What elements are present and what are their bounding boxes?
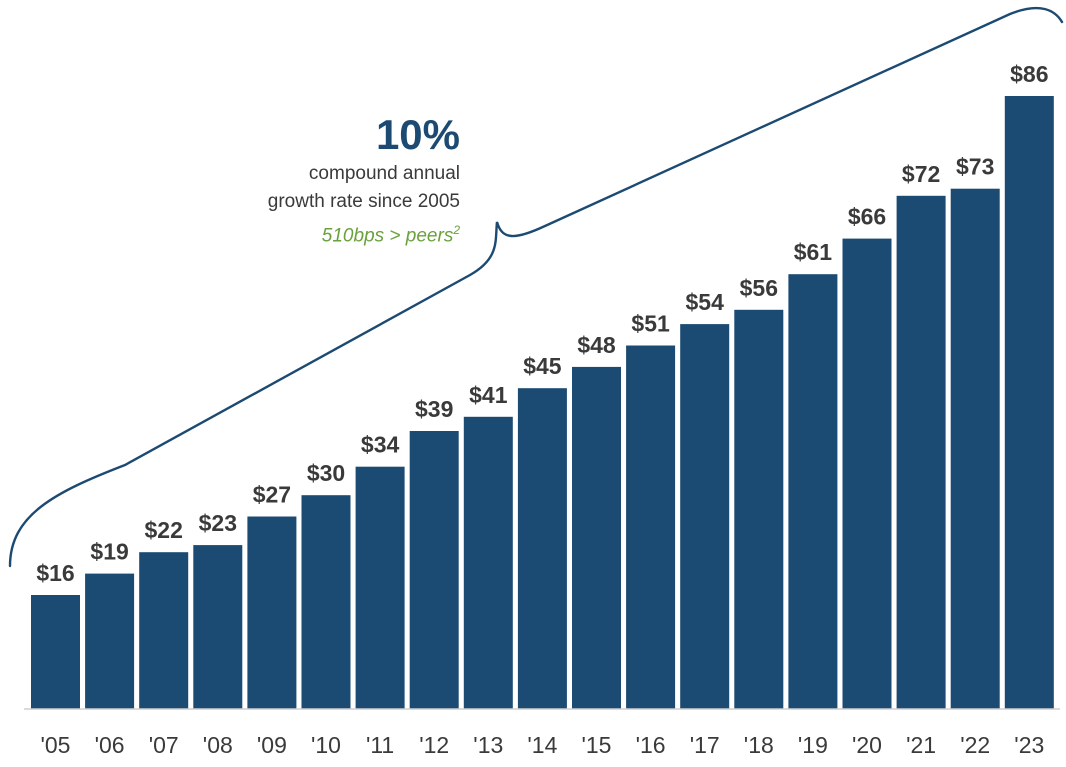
- bar-value-label: $30: [307, 460, 345, 486]
- bar-21: [896, 195, 946, 710]
- x-tick-label: '23: [1014, 732, 1044, 758]
- bar-value-label: $56: [740, 275, 778, 301]
- bar-value-label: $39: [415, 396, 453, 422]
- bar-13: [463, 416, 513, 709]
- bar-16: [626, 345, 676, 709]
- bar-value-label: $73: [956, 154, 994, 180]
- bar-value-label: $86: [1010, 61, 1048, 87]
- bar-07: [139, 552, 189, 709]
- bar-value-label: $51: [631, 311, 670, 337]
- x-tick-label: '13: [473, 732, 503, 758]
- peer-comparison-note: 510bps > peers2: [268, 216, 460, 250]
- bar-06: [85, 573, 135, 709]
- bar-value-label: $22: [145, 517, 183, 543]
- bar-14: [517, 388, 567, 709]
- x-tick-label: '09: [257, 732, 287, 758]
- bar-17: [680, 324, 730, 709]
- x-tick-label: '17: [690, 732, 720, 758]
- bar-value-label: $72: [902, 161, 940, 187]
- bar-15: [572, 366, 621, 709]
- peer-comparison-text: 510bps > peers: [321, 225, 454, 247]
- bar-18: [734, 309, 784, 709]
- bar-23: [1004, 96, 1054, 709]
- x-tick-label: '21: [906, 732, 936, 758]
- bar-20: [842, 238, 892, 709]
- x-tick-label: '08: [203, 732, 233, 758]
- bar-value-label: $48: [577, 332, 616, 358]
- bar-22: [950, 188, 1000, 709]
- bar-value-label: $54: [686, 289, 725, 315]
- bar-10: [301, 495, 351, 709]
- x-tick-label: '11: [366, 732, 394, 758]
- bar-value-label: $34: [361, 432, 400, 458]
- growth-bracket: [8, 6, 1064, 568]
- x-tick-label: '18: [744, 732, 774, 758]
- x-tick-label: '16: [636, 732, 666, 758]
- bar-value-label: $45: [523, 353, 562, 379]
- cagr-headline: 10%: [375, 111, 460, 158]
- x-tick-label: '14: [527, 732, 557, 758]
- bar-value-label: $66: [848, 204, 886, 230]
- x-tick-label: '10: [311, 732, 341, 758]
- bar-value-label: $27: [253, 482, 291, 508]
- bar-08: [193, 545, 243, 709]
- cagr-callout: 10% compound annual growth rate since 20…: [268, 110, 460, 250]
- x-tick-label: '15: [582, 732, 612, 758]
- x-tick-label: '06: [95, 732, 125, 758]
- bar-09: [247, 516, 297, 709]
- x-tick-label: '12: [419, 732, 449, 758]
- bar-value-label: $61: [794, 239, 833, 265]
- cagr-description-line-1: compound annual: [308, 163, 460, 184]
- bar-19: [788, 274, 838, 709]
- x-tick-label: '07: [149, 732, 179, 758]
- bar-value-label: $23: [199, 510, 237, 536]
- bar-12: [409, 431, 459, 709]
- bar-value-label: $41: [469, 382, 508, 408]
- x-tick-label: '19: [798, 732, 828, 758]
- x-tick-label: '22: [960, 732, 990, 758]
- bar-value-label: $16: [36, 560, 74, 586]
- bar-11: [355, 466, 405, 709]
- bar-value-label: $19: [90, 539, 128, 565]
- x-tick-label: '05: [41, 732, 71, 758]
- cagr-description-line-2: growth rate since 2005: [267, 191, 460, 212]
- x-tick-label: '20: [852, 732, 882, 758]
- bar-05: [31, 595, 80, 709]
- footnote-marker: 2: [453, 223, 460, 237]
